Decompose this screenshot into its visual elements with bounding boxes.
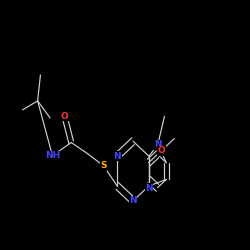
Text: S: S <box>100 161 107 170</box>
Text: N: N <box>114 152 121 161</box>
Text: N: N <box>145 184 153 193</box>
Text: O: O <box>61 112 68 121</box>
Text: O: O <box>158 146 165 155</box>
Text: N: N <box>154 140 162 149</box>
Text: N: N <box>129 196 137 205</box>
Text: NH: NH <box>45 151 60 160</box>
